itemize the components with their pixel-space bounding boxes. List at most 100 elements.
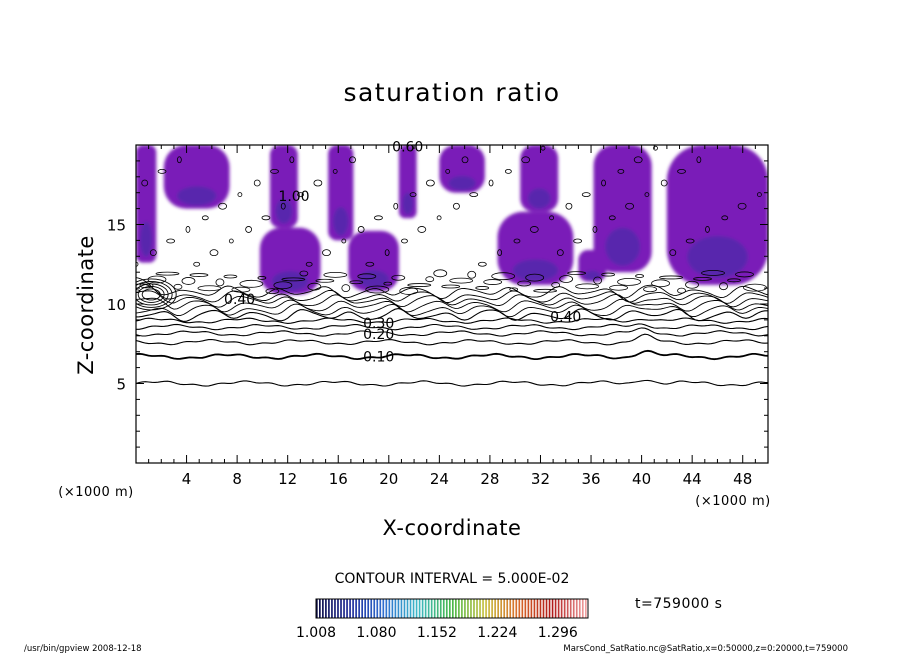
colorbar-swatch: [482, 599, 484, 618]
contour-loop: [332, 168, 338, 174]
contour-loop: [357, 226, 365, 233]
colorbar-swatch: [373, 599, 376, 618]
colorbar-swatch: [388, 599, 391, 618]
contour-loop: [504, 168, 512, 174]
contour-loop: [399, 287, 419, 295]
x-tick-label: 44: [683, 470, 702, 488]
supersaturated-region: [439, 145, 485, 193]
colorbar-swatch: [548, 599, 551, 618]
y-axis-ticks: 5 10 15: [107, 160, 768, 448]
colorbar-swatch: [358, 599, 360, 618]
contour-loop: [189, 273, 209, 277]
contour-loop: [651, 279, 670, 288]
plot-area: [136, 145, 768, 463]
contour-loop: [307, 282, 322, 291]
contour-loop: [719, 282, 728, 291]
colorbar-swatch: [424, 599, 427, 618]
colorbar-swatch: [355, 599, 357, 618]
colorbar-swatch: [566, 599, 569, 618]
contour-loop: [727, 278, 741, 283]
colorbar-swatch: [412, 599, 415, 618]
contour-loop: [461, 156, 469, 164]
contour-loop: [391, 274, 406, 281]
x-tick-label: 36: [581, 470, 600, 488]
contour-label: 0.30: [363, 316, 394, 332]
x-unit-left: (×1000 m): [58, 485, 133, 500]
colorbar-swatch: [455, 599, 457, 618]
contour-line: [136, 303, 768, 318]
contour-loop: [149, 249, 157, 257]
colorbar-swatch: [560, 599, 563, 618]
contour-loop: [525, 273, 545, 282]
contour-loop: [141, 179, 149, 187]
contour-loop: [721, 215, 729, 221]
x-tick-label: 32: [531, 470, 550, 488]
colorbar-swatch: [551, 599, 554, 618]
colorbar-swatch: [415, 599, 418, 618]
contour-loop: [265, 288, 280, 295]
contour-loop: [273, 281, 293, 290]
colorbar-swatch: [340, 599, 342, 618]
contour-loop: [660, 179, 668, 187]
colorbar-swatch: [584, 599, 587, 618]
contour-loop: [509, 287, 519, 292]
colorbar-swatch: [503, 599, 506, 618]
contour-loop: [575, 283, 600, 290]
contour-line: [136, 283, 768, 304]
contour-loop: [239, 279, 264, 288]
contour-line: [136, 297, 768, 313]
colorbar-tick-label: 1.296: [538, 625, 578, 641]
colorbar-swatch: [458, 599, 460, 618]
colorbar-swatch: [515, 599, 518, 618]
contour-line: [136, 308, 768, 322]
colorbar-swatch: [488, 599, 490, 618]
contour-loop: [469, 192, 479, 198]
contour-line: [136, 277, 768, 300]
contour-loop: [136, 261, 139, 267]
contour-loop: [693, 276, 712, 281]
x-tick-label: 40: [632, 470, 651, 488]
colorbar-tick-label: 1.152: [417, 625, 457, 641]
contour-loop: [365, 285, 390, 294]
contour-loop: [270, 168, 279, 174]
contour-loop: [228, 238, 234, 244]
colorbar-swatch: [539, 599, 542, 618]
contour-loop: [593, 276, 603, 285]
contour-line: [136, 323, 768, 331]
chart-title: saturation ratio: [343, 78, 560, 107]
contour-loop: [601, 272, 616, 277]
colorbar-swatch: [521, 599, 524, 618]
contour-loop: [289, 156, 295, 164]
contour-loop: [617, 277, 641, 286]
x-axis-ticks: 4 8 12 16 20 24 28 32 36 40 44 48: [148, 145, 756, 488]
colorbar-tick-label: 1.008: [296, 625, 336, 641]
contour-line: [136, 379, 768, 387]
colorbar-swatch: [554, 599, 557, 618]
contour-loop: [197, 285, 222, 292]
contour-loop: [313, 179, 323, 187]
footer-right: MarsCond_SatRatio.nc@SatRatio,x=0:50000,…: [563, 644, 848, 654]
contour-loop: [467, 270, 477, 279]
colorbar-swatch: [479, 599, 481, 618]
colorbar-swatch: [506, 599, 509, 618]
contour-loop: [677, 168, 686, 174]
colorbar-swatch: [557, 599, 560, 618]
colorbar-swatch: [403, 599, 406, 618]
supersaturated-region: [520, 145, 559, 212]
contour-loop: [181, 277, 196, 285]
contour-loop: [705, 226, 710, 233]
contour-loop: [384, 249, 390, 257]
colorbar-swatch: [379, 599, 382, 618]
colorbar-swatch: [316, 599, 318, 618]
contour-loop: [549, 215, 555, 221]
contour-loop: [643, 286, 657, 293]
colorbar-swatch: [542, 599, 545, 618]
contour-loop: [166, 238, 176, 244]
contour-loop: [280, 202, 286, 210]
contour-loop: [425, 179, 435, 187]
contour-lines-layer: [136, 145, 768, 387]
contour-loop: [393, 202, 399, 210]
colorbar-swatch: [473, 599, 475, 618]
contour-loop: [137, 286, 165, 303]
